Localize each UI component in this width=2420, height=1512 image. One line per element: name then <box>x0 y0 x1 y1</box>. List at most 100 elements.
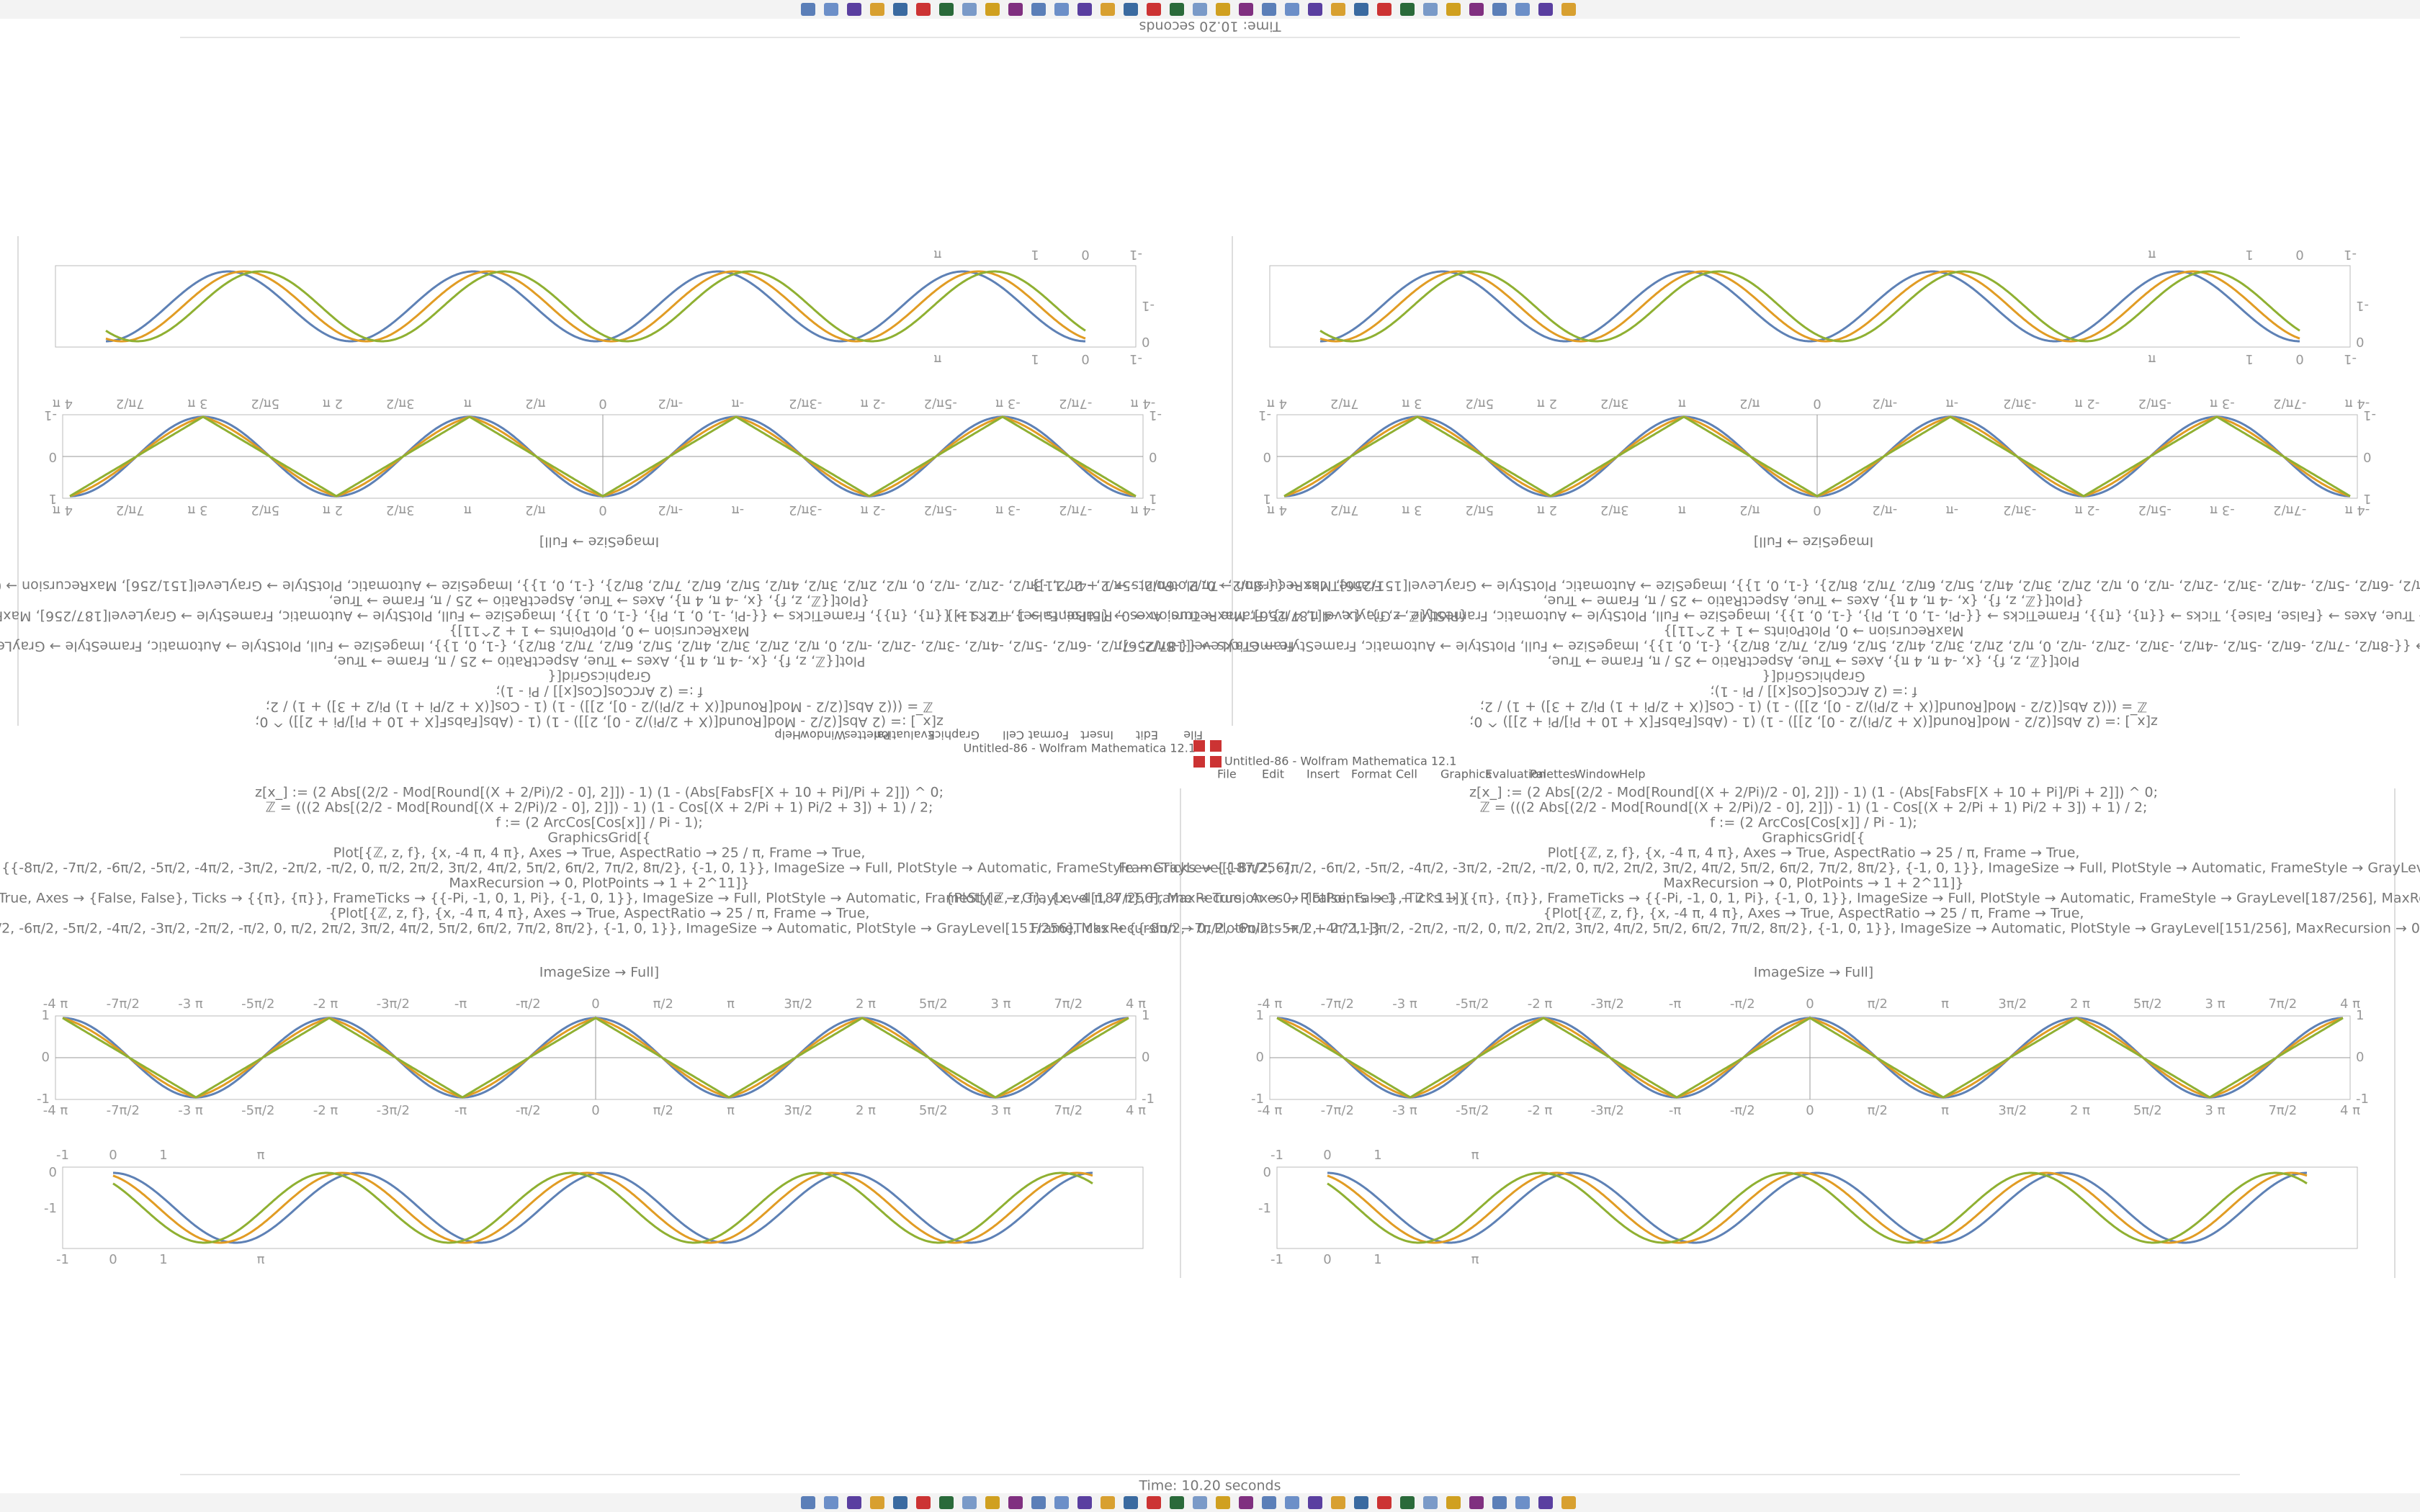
notebook-panel: z[x_] := (2 Abs[(2/2 - Mod[Round[(X + 2/… <box>0 236 1468 730</box>
taskbar-icon[interactable] <box>847 1496 861 1509</box>
taskbar-icon[interactable] <box>1031 1496 1046 1509</box>
taskbar-icon[interactable] <box>870 1496 884 1509</box>
menu-item[interactable]: Cell <box>1003 729 1024 742</box>
taskbar-icon[interactable] <box>1239 1496 1253 1509</box>
taskbar-icon[interactable] <box>1561 3 1576 16</box>
window-title: Untitled-86 - Wolfram Mathematica 12.1 <box>1224 755 1456 768</box>
taskbar-icon[interactable] <box>1446 3 1461 16</box>
x-tick-label: -7π/2 <box>107 996 140 1012</box>
taskbar-icon[interactable] <box>1469 1496 1484 1509</box>
taskbar-icon[interactable] <box>847 3 861 16</box>
taskbar-icon[interactable] <box>1101 1496 1115 1509</box>
taskbar-icon[interactable] <box>801 3 815 16</box>
taskbar-icon[interactable] <box>1446 1496 1461 1509</box>
toolbar-icon[interactable] <box>1210 756 1222 768</box>
taskbar-icon[interactable] <box>824 3 838 16</box>
taskbar-icon[interactable] <box>1400 1496 1415 1509</box>
taskbar-icon[interactable] <box>1515 3 1530 16</box>
taskbar-icon[interactable] <box>1354 3 1368 16</box>
menu-item[interactable]: Insert <box>1080 729 1113 742</box>
taskbar-icon[interactable] <box>1031 3 1046 16</box>
toolbar-icon[interactable] <box>1210 740 1222 752</box>
taskbar-icon[interactable] <box>801 1496 815 1509</box>
taskbar-icon[interactable] <box>1101 3 1115 16</box>
taskbar-icon[interactable] <box>1469 3 1484 16</box>
taskbar-icon[interactable] <box>1400 3 1415 16</box>
taskbar-icon[interactable] <box>1170 3 1184 16</box>
menu-item[interactable]: Evaluation <box>874 729 935 742</box>
taskbar-icon[interactable] <box>1193 1496 1207 1509</box>
taskbar-icon[interactable] <box>1538 1496 1553 1509</box>
taskbar-icon[interactable] <box>1377 3 1392 16</box>
taskbar-icon[interactable] <box>1538 3 1553 16</box>
y-tick-label: -1 <box>2356 1092 2369 1107</box>
taskbar-icon[interactable] <box>1147 1496 1161 1509</box>
taskbar-icon[interactable] <box>1147 3 1161 16</box>
taskbar-icon[interactable] <box>1377 1496 1392 1509</box>
wave-tick-label: -1 <box>1270 1252 1283 1267</box>
taskbar-icon[interactable] <box>1193 3 1207 16</box>
menu-item[interactable]: Graphics <box>1440 768 1492 781</box>
taskbar-icon[interactable] <box>916 3 931 16</box>
taskbar-icon[interactable] <box>985 3 1000 16</box>
wave-tick-label: 0 <box>2295 351 2303 366</box>
menu-item[interactable]: Palettes <box>1530 768 1576 781</box>
taskbar-icon[interactable] <box>1054 3 1069 16</box>
menu-item[interactable]: Window <box>800 729 846 742</box>
menu-item[interactable]: Help <box>775 729 801 742</box>
taskbar-icon[interactable] <box>916 1496 931 1509</box>
taskbar-icon[interactable] <box>1561 1496 1576 1509</box>
toolbar-icon[interactable] <box>1193 740 1205 752</box>
menu-item[interactable]: Insert <box>1307 768 1340 781</box>
taskbar-icon[interactable] <box>1077 1496 1092 1509</box>
taskbar-icon[interactable] <box>939 1496 954 1509</box>
menu-item[interactable]: File <box>1183 729 1203 742</box>
menu-item[interactable]: Format <box>1028 729 1069 742</box>
taskbar-icon[interactable] <box>1308 3 1322 16</box>
taskbar-icon[interactable] <box>1262 3 1276 16</box>
menu-item[interactable]: Edit <box>1262 768 1284 781</box>
taskbar-icon[interactable] <box>893 1496 908 1509</box>
taskbar-icon[interactable] <box>1124 1496 1138 1509</box>
taskbar-icon[interactable] <box>939 3 954 16</box>
taskbar-icon[interactable] <box>1308 1496 1322 1509</box>
taskbar-icon[interactable] <box>1492 3 1507 16</box>
menu-item[interactable]: Graphics <box>928 729 980 742</box>
taskbar-icon[interactable] <box>893 3 908 16</box>
taskbar-icon[interactable] <box>1285 1496 1299 1509</box>
taskbar-icon[interactable] <box>824 1496 838 1509</box>
taskbar-icon[interactable] <box>1054 1496 1069 1509</box>
taskbar-icon[interactable] <box>985 1496 1000 1509</box>
taskbar-icon[interactable] <box>1492 1496 1507 1509</box>
menu-item[interactable]: Cell <box>1396 768 1417 781</box>
toolbar-icon[interactable] <box>1193 756 1205 768</box>
menu-item[interactable]: Format <box>1351 768 1392 781</box>
taskbar-icon[interactable] <box>1331 3 1345 16</box>
menu-item[interactable]: Evaluation <box>1485 768 1546 781</box>
taskbar-icon[interactable] <box>1515 1496 1530 1509</box>
taskbar-icon[interactable] <box>1216 1496 1230 1509</box>
menu-item[interactable]: Window <box>1574 768 1620 781</box>
taskbar-icon[interactable] <box>1423 1496 1438 1509</box>
taskbar-icon[interactable] <box>962 3 977 16</box>
x-tick-label: -3 π <box>995 396 1021 411</box>
menu-item[interactable]: Help <box>1619 768 1645 781</box>
taskbar-icon[interactable] <box>870 3 884 16</box>
taskbar-icon[interactable] <box>962 1496 977 1509</box>
taskbar-icon[interactable] <box>1239 3 1253 16</box>
taskbar-icon[interactable] <box>1331 1496 1345 1509</box>
taskbar-icon[interactable] <box>1423 3 1438 16</box>
menu-item[interactable]: Palettes <box>844 729 890 742</box>
menu-item[interactable]: Edit <box>1136 729 1158 742</box>
menu-item[interactable]: File <box>1217 768 1237 781</box>
taskbar-icon[interactable] <box>1262 1496 1276 1509</box>
taskbar-icon[interactable] <box>1124 3 1138 16</box>
taskbar-icon[interactable] <box>1170 1496 1184 1509</box>
taskbar-icon[interactable] <box>1354 1496 1368 1509</box>
taskbar-icon[interactable] <box>1077 3 1092 16</box>
taskbar-icon[interactable] <box>1285 3 1299 16</box>
taskbar-icon[interactable] <box>1008 3 1023 16</box>
taskbar-icon[interactable] <box>1216 3 1230 16</box>
taskbar-icon[interactable] <box>1008 1496 1023 1509</box>
curve <box>105 270 1086 343</box>
